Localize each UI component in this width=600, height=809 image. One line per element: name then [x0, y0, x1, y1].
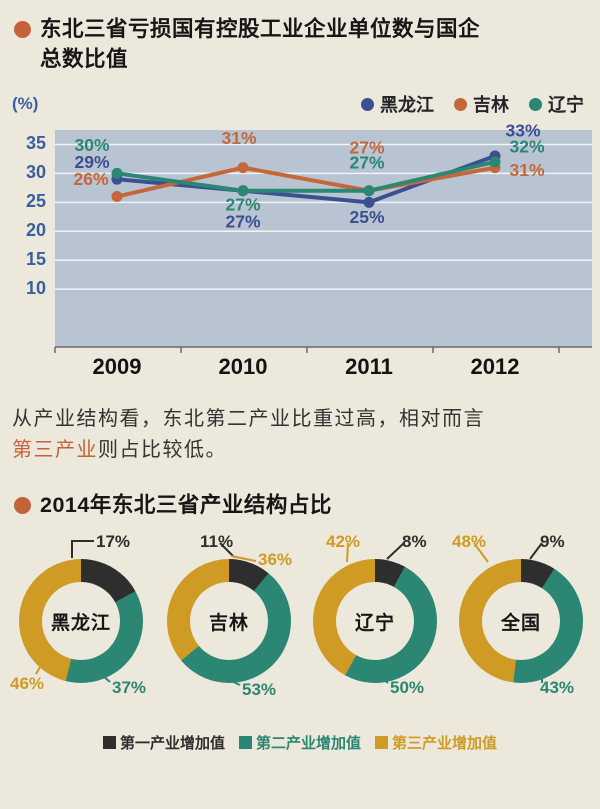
data-label: 32%	[509, 136, 544, 156]
donut-charts-row: 黑龙江 17% 46% 37% 吉林 11% 36% 53% 辽宁 42% 8% 50% 全国 48% 9%…	[0, 528, 600, 718]
section1-title: 东北三省亏损国有控股工业企业单位数与国企 总数比值	[40, 14, 480, 74]
donut-segment-label: 42%	[326, 532, 361, 551]
y-tick-label: 20	[26, 220, 46, 240]
donut-center-label: 黑龙江	[50, 612, 111, 634]
line-chart-header: (%) 黑龙江 吉林 辽宁	[12, 92, 584, 116]
data-label: 33%	[505, 121, 540, 141]
data-label: 27%	[349, 137, 384, 157]
legend-dot-icon	[454, 97, 467, 111]
x-tick-label: 2010	[219, 354, 268, 379]
x-tick-label: 2009	[93, 354, 142, 379]
donut-segment-label: 48%	[452, 532, 487, 551]
donut-segment-label: 37%	[112, 678, 147, 697]
commentary-text: 从产业结构看，东北第二产业比重过高，相对而言 第三产业则占比较低。	[12, 404, 588, 466]
donut-hole: 全国	[482, 582, 560, 660]
legend-item-吉林: 吉林	[454, 91, 509, 117]
y-axis-unit-label: (%)	[12, 94, 39, 113]
data-label: 31%	[221, 128, 256, 148]
section2-bullet-icon	[14, 497, 31, 514]
section2-header: 2014年东北三省产业结构占比	[0, 466, 600, 520]
data-label: 27%	[225, 211, 260, 231]
donut-center-label: 辽宁	[354, 612, 395, 634]
donut-center-label: 全国	[500, 612, 541, 634]
commentary-part1: 从产业结构看，东北第二产业比重过高，相对而言	[12, 408, 485, 430]
section2-title: 2014年东北三省产业结构占比	[40, 493, 332, 517]
donut-segment-label: 43%	[540, 678, 575, 697]
y-tick-label: 35	[26, 133, 46, 153]
y-tick-label: 25	[26, 191, 46, 211]
donut-legend: 第一产业增加值 第二产业增加值 第三产业增加值	[0, 732, 600, 753]
commentary-highlight: 第三产业	[12, 439, 98, 461]
donut-segment-label: 53%	[242, 680, 277, 699]
y-tick-label: 15	[26, 249, 46, 269]
data-label: 31%	[509, 160, 544, 180]
donut-center-label: 吉林	[208, 612, 249, 634]
data-label: 27%	[349, 152, 384, 172]
line-chart-legend: 黑龙江 吉林 辽宁	[361, 91, 584, 117]
legend-dot-icon	[529, 97, 542, 111]
donut-segment-label: 9%	[540, 532, 565, 551]
donut-segment-label: 11%	[200, 532, 234, 551]
legend-label: 吉林	[473, 95, 509, 115]
donut-legend-item-2: 第二产业增加值	[238, 732, 361, 753]
donut-segment-label: 50%	[390, 678, 425, 697]
data-label: 26%	[73, 169, 108, 189]
donut-legend-label: 第三产业增加值	[392, 735, 498, 752]
donut-hole: 吉林	[190, 582, 268, 660]
section1-title-line1: 东北三省亏损国有控股工业企业单位数与国企	[40, 17, 481, 41]
legend-item-黑龙江: 黑龙江	[361, 91, 434, 117]
legend-square-icon	[102, 736, 116, 749]
section1-bullet-icon	[14, 21, 31, 38]
y-tick-label: 10	[26, 278, 46, 298]
donut-segment-label: 46%	[10, 674, 45, 693]
legend-square-icon	[238, 736, 252, 749]
section1-title-line2: 总数比值	[40, 47, 129, 71]
x-tick-label: 2011	[345, 354, 393, 379]
donut-chart-辽宁: 辽宁 42% 8% 50%	[300, 528, 448, 718]
legend-square-icon	[375, 736, 388, 749]
donut-chart-黑龙江: 黑龙江 17% 46% 37%	[6, 528, 154, 718]
donut-chart-吉林: 吉林 11% 36% 53%	[154, 528, 302, 718]
legend-label: 黑龙江	[380, 95, 434, 115]
legend-dot-icon	[361, 97, 374, 111]
commentary-part2: 则占比较低。	[98, 439, 227, 461]
section1-header: 东北三省亏损国有控股工业企业单位数与国企 总数比值	[0, 0, 600, 74]
legend-label: 辽宁	[548, 95, 584, 115]
legend-item-辽宁: 辽宁	[529, 91, 584, 117]
data-label: 27%	[225, 194, 260, 214]
data-label: 29%	[74, 152, 109, 172]
donut-legend-label: 第一产业增加值	[119, 735, 225, 752]
donut-legend-label: 第二产业增加值	[255, 735, 361, 752]
donut-legend-item-1: 第一产业增加值	[102, 732, 225, 753]
donut-segment-label: 17%	[96, 532, 131, 551]
y-tick-label: 30	[26, 162, 46, 182]
donut-hole: 黑龙江	[42, 582, 120, 660]
data-label: 30%	[74, 135, 109, 155]
donut-segment-label: 36%	[258, 550, 293, 569]
donut-segment-label: 8%	[402, 532, 427, 551]
donut-chart-全国: 全国 48% 9% 43%	[446, 528, 594, 718]
data-label: 25%	[349, 207, 384, 227]
line-chart: 10 15 20 25 30 35 2009 2010 2011 2012 29% 27% 25% 33%…	[26, 121, 592, 379]
donut-hole: 辽宁	[336, 582, 414, 660]
donut-legend-item-3: 第三产业增加值	[375, 732, 497, 753]
x-tick-label: 2012	[471, 354, 520, 379]
